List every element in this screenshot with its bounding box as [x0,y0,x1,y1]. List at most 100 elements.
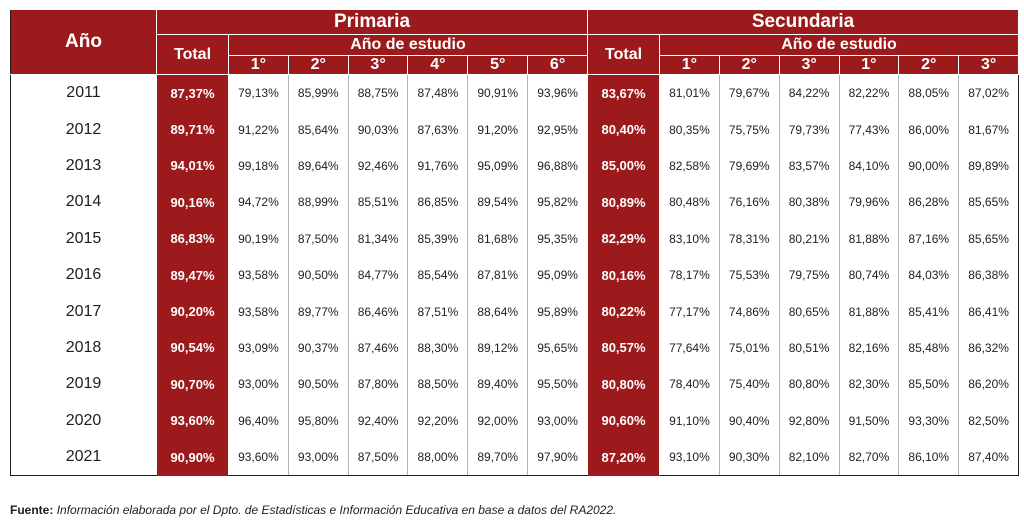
table-row: 2020 93,60% 96,40% 95,80% 92,40% 92,20% 92,00%… [10,402,1020,439]
primaria-total-cell: 86,83% [156,220,229,257]
secundaria-grade-cell: 85,48% [898,329,959,367]
secundaria-total-cell: 87,20% [587,438,661,477]
secundaria-grade-cell: 82,58% [659,147,720,185]
primaria-grade-cell: 85,39% [407,220,468,257]
secundaria-grade-cell: 86,32% [958,329,1020,367]
secundaria-grade-cell: 89,89% [958,147,1020,185]
secundaria-grade-cell: 90,30% [718,438,780,477]
primaria-group-header: Primaria [155,9,589,35]
primaria-grade-cell: 89,70% [467,438,528,477]
secundaria-grade-cell: 82,22% [838,74,899,112]
primaria-grade-header: 2° [287,55,349,75]
secundaria-grade-cell: 84,22% [778,74,839,112]
secundaria-total-header: Total [587,34,661,75]
secundaria-study-year-header: Año de estudio [659,34,1020,56]
primaria-grade-cell: 87,50% [287,220,349,257]
secundaria-grade-cell: 80,80% [778,366,839,403]
secundaria-grade-cell: 79,67% [718,74,780,112]
primaria-grade-cell: 88,99% [287,184,349,221]
primaria-grade-cell: 97,90% [527,438,588,477]
secundaria-total-cell: 80,89% [587,184,661,221]
primaria-grade-cell: 88,00% [407,438,468,477]
year-cell: 2020 [10,402,157,439]
primaria-grade-cell: 95,50% [527,366,588,403]
secundaria-grade-cell: 83,10% [659,220,720,257]
primaria-grade-cell: 81,68% [467,220,528,257]
secundaria-grade-cell: 91,50% [838,402,899,439]
primaria-grade-cell: 93,60% [228,438,289,477]
secundaria-grade-cell: 75,01% [718,329,780,367]
primaria-grade-cell: 89,54% [467,184,528,221]
secundaria-grade-cell: 82,16% [838,329,899,367]
secundaria-grade-cell: 86,10% [898,438,959,477]
secundaria-grade-cell: 85,65% [958,220,1020,257]
secundaria-grade-cell: 86,38% [958,256,1020,294]
secundaria-grade-cell: 87,40% [958,438,1020,477]
secundaria-grade-cell: 81,88% [838,293,899,330]
secundaria-grade-cell: 84,10% [838,147,899,185]
primaria-grade-cell: 85,54% [407,256,468,294]
secundaria-grade-cell: 79,75% [778,256,839,294]
secundaria-grade-cell: 75,40% [718,366,780,403]
secundaria-total-cell: 80,22% [587,293,661,330]
primaria-grade-cell: 91,20% [467,111,528,148]
secundaria-total-cell: 90,60% [587,402,661,439]
enrollment-table-container: Año Primaria Secundaria Total Año de est… [10,9,1020,477]
secundaria-grade-cell: 85,41% [898,293,959,330]
table-row: 2019 90,70% 93,00% 90,50% 87,80% 88,50% 89,40%… [10,366,1020,403]
table-row: 2015 86,83% 90,19% 87,50% 81,34% 85,39% 81,68%… [10,220,1020,257]
year-column-header: Año [10,9,157,75]
primaria-grade-cell: 99,18% [228,147,289,185]
table-row: 2013 94,01% 99,18% 89,64% 92,46% 91,76% 95,09%… [10,147,1020,185]
primaria-grade-header: 4° [407,55,469,75]
primaria-grade-cell: 93,00% [228,366,289,403]
year-cell: 2018 [10,329,157,367]
primaria-grade-cell: 81,34% [347,220,408,257]
primaria-grade-cell: 94,72% [228,184,289,221]
secundaria-total-cell: 80,40% [587,111,661,148]
primaria-grade-cell: 92,20% [407,402,468,439]
year-cell: 2013 [10,147,157,185]
secundaria-grade-cell: 77,43% [838,111,899,148]
secundaria-grade-cell: 90,00% [898,147,959,185]
primaria-grade-cell: 84,77% [347,256,408,294]
primaria-grade-cell: 91,76% [407,147,468,185]
primaria-grade-cell: 86,85% [407,184,468,221]
secundaria-grade-cell: 91,10% [659,402,720,439]
secundaria-grade-cell: 77,17% [659,293,720,330]
primaria-grade-cell: 95,35% [527,220,588,257]
secundaria-grade-cell: 80,48% [659,184,720,221]
primaria-grade-cell: 90,03% [347,111,408,148]
secundaria-grade-cell: 82,10% [778,438,839,477]
primaria-total-cell: 89,47% [156,256,229,294]
secundaria-total-cell: 85,00% [587,147,661,185]
secundaria-grade-cell: 79,73% [778,111,839,148]
secundaria-total-cell: 80,57% [587,329,661,367]
primaria-total-cell: 90,54% [156,329,229,367]
secundaria-grade-cell: 78,17% [659,256,720,294]
primaria-grade-cell: 95,09% [467,147,528,185]
secundaria-grade-cell: 82,70% [838,438,899,477]
secundaria-grade-cell: 83,57% [778,147,839,185]
secundaria-grade-cell: 80,51% [778,329,839,367]
primaria-grade-cell: 96,88% [527,147,588,185]
secundaria-grade-cell: 86,00% [898,111,959,148]
secundaria-grade-header: 3° [778,55,840,75]
primaria-total-cell: 90,16% [156,184,229,221]
year-cell: 2015 [10,220,157,257]
year-cell: 2012 [10,111,157,148]
primaria-grade-cell: 93,58% [228,293,289,330]
primaria-total-cell: 94,01% [156,147,229,185]
primaria-grade-cell: 92,46% [347,147,408,185]
secundaria-grade-cell: 74,86% [718,293,780,330]
table-row: 2017 90,20% 93,58% 89,77% 86,46% 87,51% 88,64%… [10,293,1020,330]
primaria-grade-cell: 88,30% [407,329,468,367]
table-body: 2011 87,37% 79,13% 85,99% 88,75% 87,48% 90,91%… [10,74,1020,477]
primaria-grade-cell: 93,58% [228,256,289,294]
primaria-grade-cell: 93,09% [228,329,289,367]
year-cell: 2019 [10,366,157,403]
primaria-grade-cell: 93,96% [527,74,588,112]
primaria-grade-header: 6° [527,55,589,75]
primaria-grade-cell: 85,51% [347,184,408,221]
secundaria-grade-header: 2° [718,55,780,75]
